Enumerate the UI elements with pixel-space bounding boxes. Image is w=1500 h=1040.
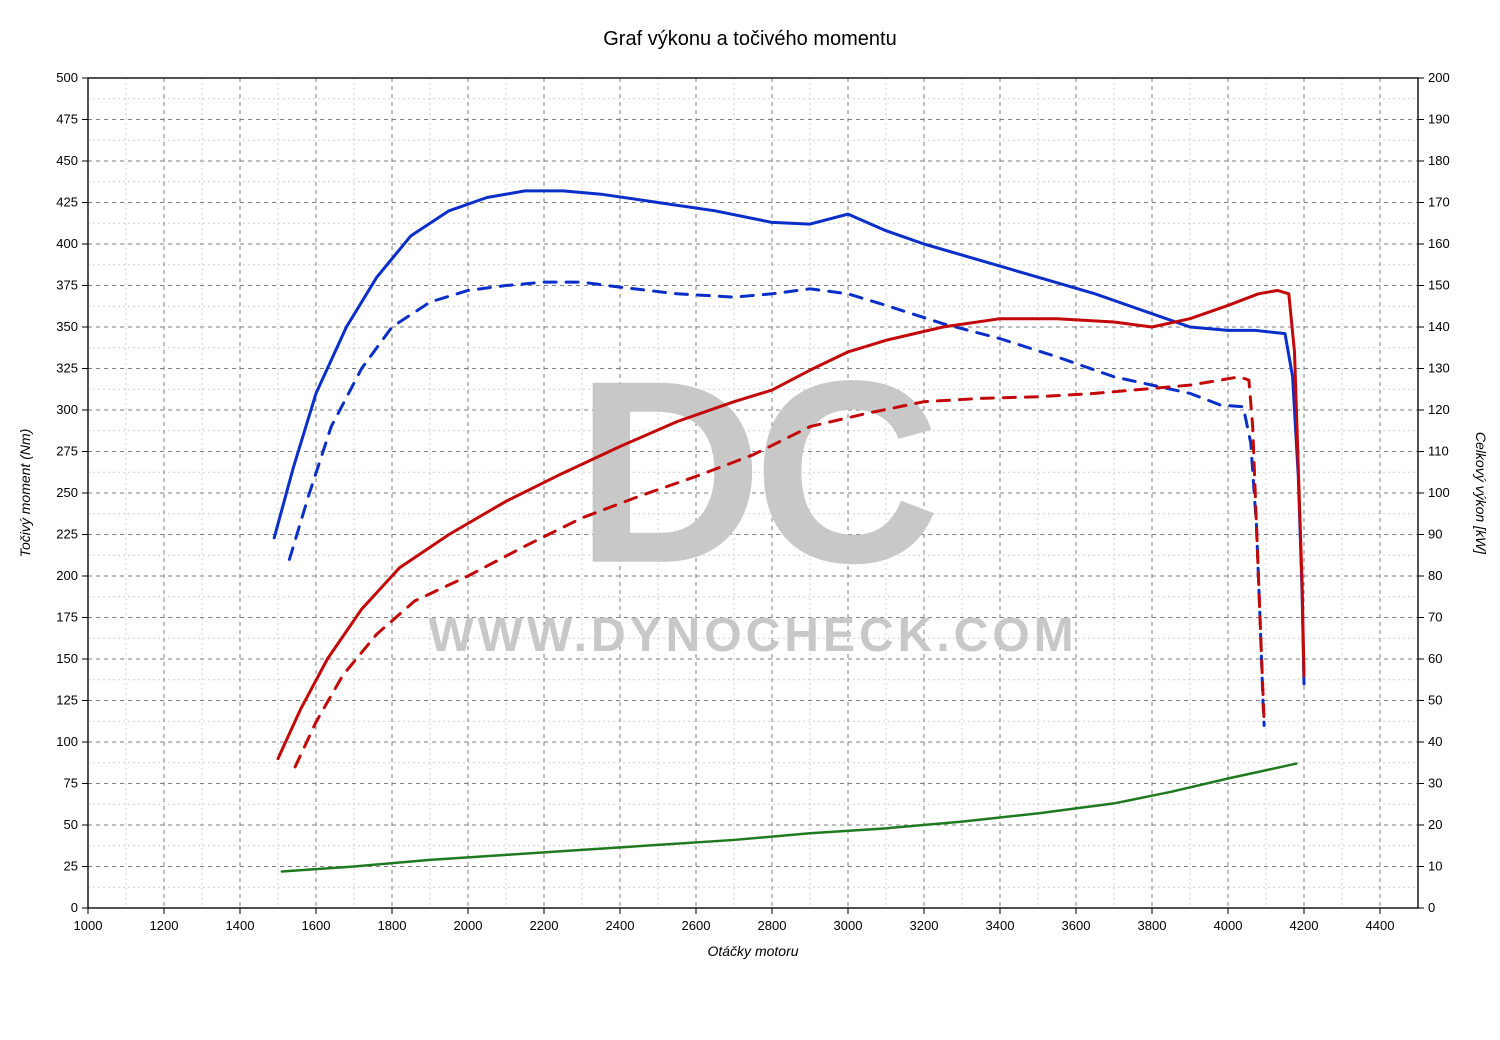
svg-text:30: 30: [1428, 776, 1442, 791]
svg-text:0: 0: [71, 900, 78, 915]
svg-text:150: 150: [1428, 278, 1450, 293]
dyno-chart: DCWWW.DYNOCHECK.COM100012001400160018002…: [0, 0, 1500, 1040]
svg-text:1800: 1800: [378, 918, 407, 933]
svg-text:160: 160: [1428, 236, 1450, 251]
svg-text:40: 40: [1428, 734, 1442, 749]
y-right-axis-label: Celkový výkon [kW]: [1473, 432, 1489, 555]
svg-text:450: 450: [56, 153, 78, 168]
svg-text:110: 110: [1428, 444, 1449, 459]
svg-text:2000: 2000: [454, 918, 483, 933]
svg-text:425: 425: [56, 195, 78, 210]
svg-text:225: 225: [56, 527, 78, 542]
svg-text:DC: DC: [575, 328, 936, 618]
svg-text:25: 25: [64, 859, 78, 874]
svg-text:350: 350: [56, 319, 78, 334]
svg-text:400: 400: [56, 236, 78, 251]
svg-text:2600: 2600: [682, 918, 711, 933]
svg-text:4200: 4200: [1290, 918, 1319, 933]
svg-text:100: 100: [56, 734, 78, 749]
svg-text:200: 200: [56, 568, 78, 583]
svg-text:4000: 4000: [1214, 918, 1243, 933]
svg-text:1000: 1000: [74, 918, 103, 933]
svg-text:140: 140: [1428, 319, 1450, 334]
svg-text:3800: 3800: [1138, 918, 1167, 933]
chart-title: Graf výkonu a točivého momentu: [0, 28, 1500, 51]
svg-text:130: 130: [1428, 361, 1450, 376]
svg-text:75: 75: [64, 776, 78, 791]
svg-text:1600: 1600: [302, 918, 331, 933]
svg-text:175: 175: [56, 610, 78, 625]
svg-text:170: 170: [1428, 195, 1450, 210]
svg-text:300: 300: [56, 402, 78, 417]
svg-text:375: 375: [56, 278, 78, 293]
svg-text:100: 100: [1428, 485, 1450, 500]
y-left-axis-label: Točivý moment (Nm): [17, 429, 33, 558]
svg-text:50: 50: [1428, 693, 1442, 708]
svg-text:20: 20: [1428, 817, 1442, 832]
svg-text:70: 70: [1428, 610, 1442, 625]
svg-text:3000: 3000: [834, 918, 863, 933]
svg-text:1400: 1400: [226, 918, 255, 933]
svg-text:180: 180: [1428, 153, 1450, 168]
svg-text:120: 120: [1428, 402, 1450, 417]
svg-text:0: 0: [1428, 900, 1435, 915]
svg-text:150: 150: [56, 651, 78, 666]
chart-stage: Graf výkonu a točivého momentu DCWWW.DYN…: [0, 0, 1500, 1040]
svg-text:60: 60: [1428, 651, 1442, 666]
svg-text:2800: 2800: [758, 918, 787, 933]
x-axis-label: Otáčky motoru: [707, 943, 798, 959]
svg-text:500: 500: [56, 70, 78, 85]
svg-text:90: 90: [1428, 527, 1442, 542]
svg-text:125: 125: [56, 693, 78, 708]
svg-text:3400: 3400: [986, 918, 1015, 933]
svg-text:50: 50: [64, 817, 78, 832]
svg-text:1200: 1200: [150, 918, 179, 933]
svg-text:4400: 4400: [1366, 918, 1395, 933]
svg-text:325: 325: [56, 361, 78, 376]
svg-text:2200: 2200: [530, 918, 559, 933]
svg-text:250: 250: [56, 485, 78, 500]
svg-text:WWW.DYNOCHECK.COM: WWW.DYNOCHECK.COM: [428, 609, 1077, 662]
svg-text:2400: 2400: [606, 918, 635, 933]
svg-text:200: 200: [1428, 70, 1450, 85]
svg-text:190: 190: [1428, 112, 1450, 127]
svg-text:80: 80: [1428, 568, 1442, 583]
svg-text:3600: 3600: [1062, 918, 1091, 933]
svg-text:3200: 3200: [910, 918, 939, 933]
svg-text:475: 475: [56, 112, 78, 127]
svg-text:275: 275: [56, 444, 78, 459]
svg-text:10: 10: [1428, 859, 1442, 874]
